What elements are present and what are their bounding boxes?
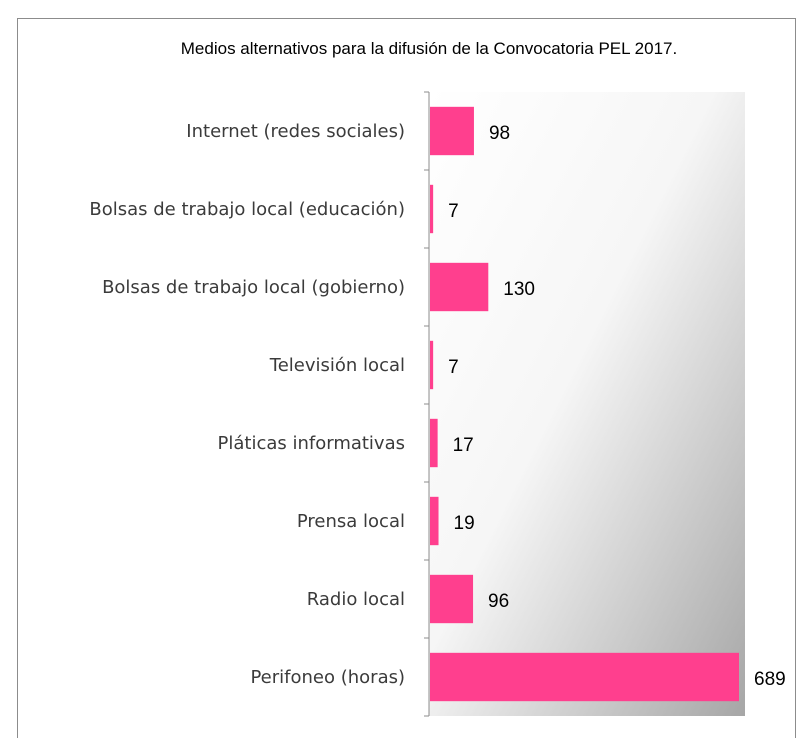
category-label: Perifoneo (horas) — [250, 667, 405, 688]
category-label: Prensa local — [297, 511, 405, 532]
category-axis — [424, 91, 430, 717]
bar — [430, 106, 474, 156]
plot-background — [429, 92, 745, 716]
category-label: Pláticas informativas — [218, 433, 406, 454]
data-label: 17 — [453, 435, 474, 456]
category-label: Televisión local — [269, 355, 405, 376]
data-label: 7 — [448, 201, 459, 222]
data-label: 96 — [488, 591, 509, 612]
bar — [430, 418, 438, 468]
chart-frame — [17, 18, 796, 738]
chart-title: Medios alternativos para la difusión de … — [181, 39, 677, 58]
data-label: 689 — [754, 669, 786, 690]
bar — [430, 652, 739, 702]
data-label: 130 — [503, 279, 535, 300]
category-label: Radio local — [307, 589, 405, 610]
category-labels: Internet (redes sociales) Bolsas de traba… — [89, 121, 405, 688]
bar — [430, 184, 434, 234]
data-label: 7 — [448, 357, 459, 378]
category-label: Bolsas de trabajo local (educación) — [89, 199, 405, 220]
data-label: 98 — [489, 123, 510, 144]
category-label: Internet (redes sociales) — [186, 121, 405, 142]
bar — [430, 340, 434, 390]
data-labels: 98 7 130 7 17 19 96 689 — [448, 123, 786, 690]
category-label: Bolsas de trabajo local (gobierno) — [102, 277, 405, 298]
bar — [430, 574, 474, 624]
bar — [430, 262, 489, 312]
bar-series — [430, 106, 739, 702]
bar — [430, 496, 439, 546]
data-label: 19 — [454, 513, 475, 534]
